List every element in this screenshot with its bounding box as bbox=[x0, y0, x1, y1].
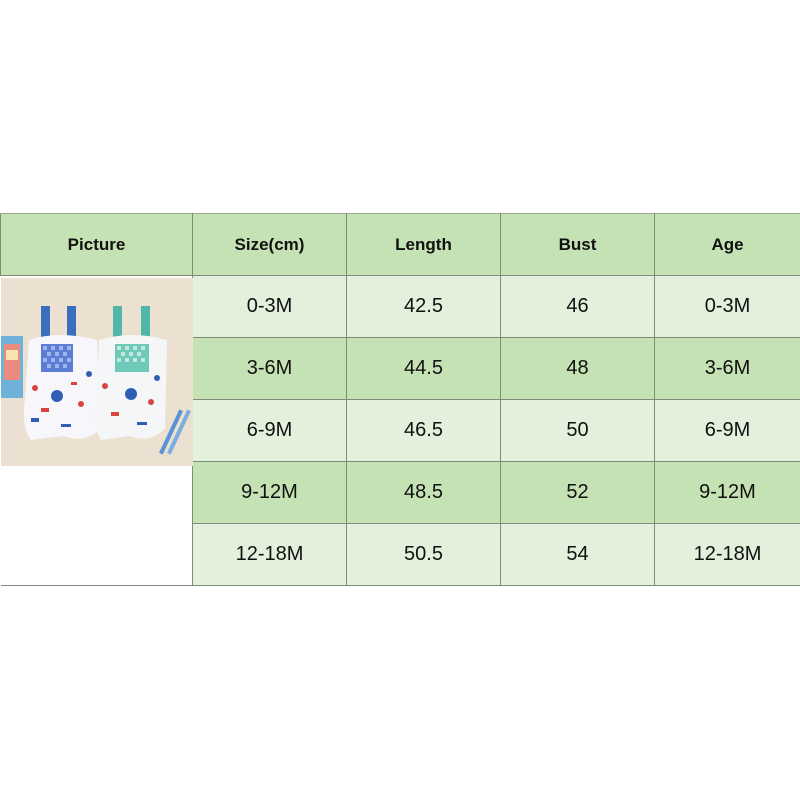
cell-length: 48.5 bbox=[346, 461, 501, 524]
header-length: Length bbox=[346, 213, 501, 276]
cell-length: 50.5 bbox=[346, 523, 501, 586]
cell-age: 12-18M bbox=[654, 523, 800, 586]
picture-cell bbox=[0, 275, 193, 586]
cell-size: 6-9M bbox=[192, 399, 347, 462]
table-row: 6-9M 46.5 50 6-9M bbox=[1, 399, 800, 462]
table-row: 0-3M 42.5 46 0-3M bbox=[0, 275, 800, 586]
cell-size: 12-18M bbox=[192, 523, 347, 586]
table-row: 12-18M 50.5 54 12-18M bbox=[1, 523, 800, 586]
table-row: 3-6M 44.5 48 3-6M bbox=[1, 337, 800, 400]
cell-length: 44.5 bbox=[346, 337, 501, 400]
cell-age: 3-6M bbox=[654, 337, 800, 400]
cell-bust: 48 bbox=[500, 337, 655, 400]
header-size: Size(cm) bbox=[192, 213, 347, 276]
cell-age: 6-9M bbox=[654, 399, 800, 462]
product-photo bbox=[0, 278, 193, 466]
header-picture: Picture bbox=[0, 213, 193, 276]
header-row: Picture Size(cm) Length Bust Age bbox=[0, 213, 800, 276]
table-row: 9-12M 48.5 52 9-12M bbox=[1, 461, 800, 524]
cell-age: 9-12M bbox=[654, 461, 800, 524]
cell-bust: 52 bbox=[500, 461, 655, 524]
cell-age: 0-3M bbox=[654, 275, 800, 338]
header-age: Age bbox=[654, 213, 800, 276]
cell-size: 3-6M bbox=[192, 337, 347, 400]
cell-length: 46.5 bbox=[346, 399, 501, 462]
cell-size: 0-3M bbox=[192, 275, 347, 338]
cell-size: 9-12M bbox=[192, 461, 347, 524]
cell-bust: 46 bbox=[500, 275, 655, 338]
cell-bust: 54 bbox=[500, 523, 655, 586]
cell-bust: 50 bbox=[500, 399, 655, 462]
cell-length: 42.5 bbox=[346, 275, 501, 338]
size-chart-table: Picture Size(cm) Length Bust Age bbox=[0, 213, 800, 586]
header-bust: Bust bbox=[500, 213, 655, 276]
